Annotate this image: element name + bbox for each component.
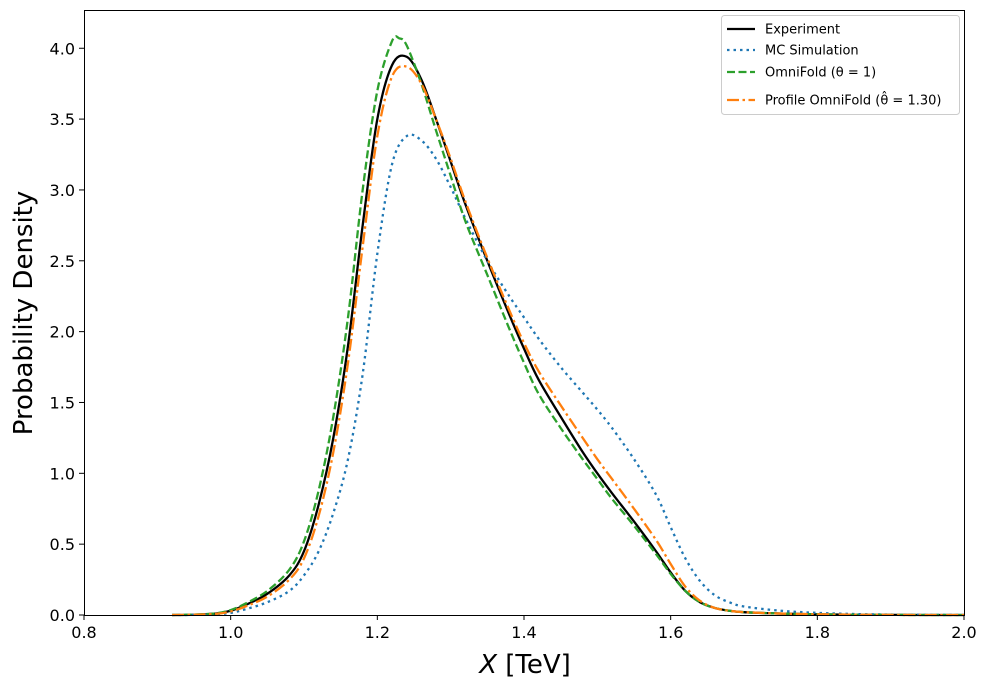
legend-box [721, 15, 960, 115]
legend: Experiment MC Simulation OmniFold (θ = 1) P… [721, 15, 960, 115]
y-tick-label: 1.0 [50, 464, 75, 483]
y-tick-label: 3.0 [50, 181, 75, 200]
series-line-2 [171, 35, 965, 617]
series-line-1 [171, 133, 965, 617]
legend-label-2: OmniFold (θ = 1) [765, 66, 876, 81]
y-tick-label: 4.0 [50, 39, 75, 58]
x-tick-label: 0.8 [71, 623, 96, 642]
y-tick-label: 0.0 [50, 606, 75, 625]
y-tick-label: 3.5 [50, 110, 75, 129]
y-tick-label: 1.5 [50, 393, 75, 412]
series-lines [171, 35, 965, 617]
x-axis-title: X [TeV] [477, 650, 571, 680]
legend-label-3: Profile OmniFold (θ̂ = 1.30) [765, 91, 941, 108]
y-tick-label: 2.5 [50, 252, 75, 271]
x-tick-label: 1.0 [218, 623, 243, 642]
x-tick-label: 2.0 [951, 623, 976, 642]
x-axis-variable: X [477, 650, 498, 680]
x-axis-unit: [TeV] [497, 650, 571, 680]
x-axis: 0.8 1.0 1.2 1.4 1.6 1.8 2.0 [71, 615, 977, 642]
series-line-3 [171, 64, 965, 617]
y-axis: 0.0 0.5 1.0 1.5 2.0 2.5 3.0 3.5 4.0 [50, 39, 84, 625]
x-tick-label: 1.2 [365, 623, 390, 642]
legend-label-0: Experiment [765, 23, 840, 38]
y-tick-label: 0.5 [50, 535, 75, 554]
y-tick-label: 2.0 [50, 323, 75, 342]
legend-label-1: MC Simulation [765, 44, 859, 59]
x-tick-label: 1.8 [805, 623, 830, 642]
x-tick-label: 1.4 [511, 623, 536, 642]
series-line-0 [171, 54, 965, 617]
y-axis-title: Probability Density [9, 191, 39, 436]
x-tick-label: 1.6 [658, 623, 683, 642]
